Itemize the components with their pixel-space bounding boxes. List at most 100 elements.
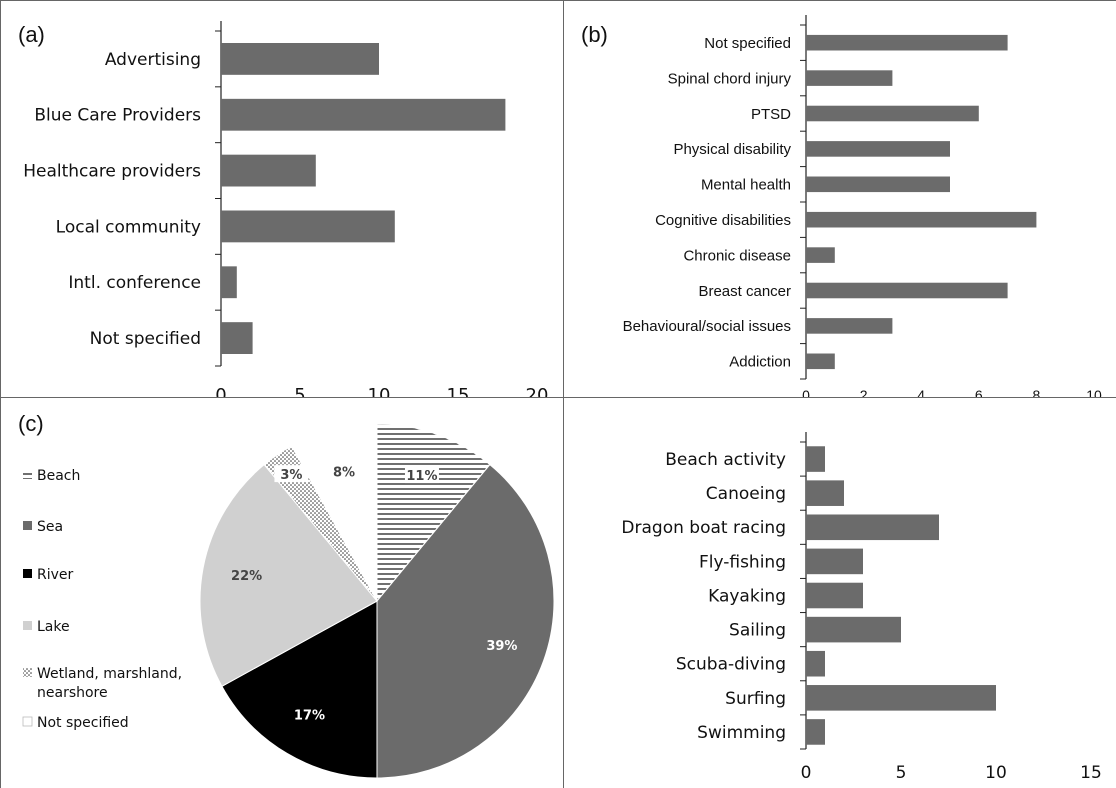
x-tick-label: 15 — [447, 385, 470, 398]
pie-label-bg — [274, 465, 309, 483]
category-label-scuba-diving: Scuba-diving — [676, 655, 786, 675]
bar-blue-care-providers — [221, 98, 506, 131]
category-label-dragon-boat-racing: Dragon boat racing — [621, 518, 786, 538]
panel-label: (b) — [581, 22, 608, 47]
category-label-cognitive-disabilities: Cognitive disabilities — [655, 212, 791, 229]
bar-healthcare-providers — [221, 154, 316, 187]
x-tick-label: 5 — [896, 763, 907, 783]
category-label-healthcare-providers: Healthcare providers — [23, 162, 201, 182]
x-tick-label: 0 — [802, 387, 810, 398]
panel-b-conditions-chart: (b) Not specified Spinal chord injury PTSD P… — [564, 0, 1116, 398]
pie-slice-lake — [199, 463, 378, 687]
bar-canoeing — [806, 480, 844, 506]
category-label-surfing: Surfing — [725, 689, 786, 709]
category-label-mental-health: Mental health — [701, 177, 791, 194]
legend-label-wetland-marshland-nearshore: Wetland, marshland, — [37, 666, 182, 682]
bar-swimming — [806, 719, 825, 745]
pie-label-lake: 22% — [231, 569, 262, 584]
legend-label-beach: Beach — [37, 468, 80, 484]
x-tick-label: 10 — [985, 763, 1007, 783]
panel-c-environment-pie: (c) 11% 39% 17% 22% 3% 8% Beach Sea River Lake Wetl… — [0, 398, 564, 788]
bar-sailing — [806, 616, 901, 643]
pie-label-bg — [404, 466, 439, 484]
bar-beach-activity — [806, 446, 825, 472]
category-label-advertising: Advertising — [105, 50, 201, 70]
bar-kayaking — [806, 582, 863, 609]
frame-left — [0, 0, 1, 788]
x-tick-label: 15 — [1080, 763, 1102, 783]
bar-scuba-diving — [806, 650, 825, 677]
bar-cognitive-disabilities — [806, 211, 1037, 228]
category-label-not-specified: Not specified — [704, 35, 791, 52]
category-label-fly-fishing: Fly-fishing — [699, 552, 786, 572]
x-tick-label: 0 — [215, 385, 226, 398]
pie-slice-river — [221, 600, 378, 779]
bar-not-specified — [806, 34, 1008, 51]
panel-d-activities-chart: Beach activity Canoeing Dragon boat racing… — [564, 398, 1116, 788]
x-tick-label: 4 — [917, 387, 925, 398]
pie-label-wetland-marshland-nearshore: 3% — [280, 468, 302, 483]
bar-local-community — [221, 210, 395, 243]
category-label-ptsd: PTSD — [751, 106, 791, 123]
pie-label-beach: 11% — [406, 469, 437, 484]
category-label-addiction: Addiction — [729, 354, 791, 371]
pie-slice-sea — [376, 463, 555, 779]
panel-a-sources-chart: (a) Advertising Blue Care Providers Healthc… — [0, 0, 564, 398]
chart-b-svg: (b) Not specified Spinal chord injury PTSD P… — [581, 15, 1102, 398]
category-label-behavioural-social-issues: Behavioural/social issues — [623, 318, 791, 335]
x-tick-label: 6 — [975, 387, 983, 398]
category-label-blue-care-providers: Blue Care Providers — [34, 106, 201, 126]
category-label-chronic-disease: Chronic disease — [683, 247, 791, 264]
legend-label-sea: Sea — [37, 519, 63, 535]
chart-a-svg: (a) Advertising Blue Care Providers Healthc… — [18, 21, 548, 398]
bar-addiction — [806, 353, 835, 370]
category-label-not-specified: Not specified — [90, 329, 201, 349]
bar-not-specified — [221, 322, 253, 354]
category-label-sailing: Sailing — [729, 621, 786, 641]
panel-label: (a) — [18, 22, 45, 47]
chart-d-svg: Beach activity Canoeing Dragon boat racing… — [621, 432, 1102, 783]
x-tick-label: 10 — [1086, 387, 1102, 398]
category-label-canoeing: Canoeing — [706, 484, 786, 504]
frame-top — [0, 0, 1116, 1]
category-label-physical-disability: Physical disability — [673, 141, 791, 158]
legend-swatch-river — [23, 569, 32, 578]
legend-label-wetland-marshland-nearshore: nearshore — [37, 685, 108, 701]
x-tick-label: 2 — [860, 387, 868, 398]
pie-label-river: 17% — [294, 708, 325, 723]
category-label-spinal-chord-injury: Spinal chord injury — [668, 70, 792, 87]
bar-fly-fishing — [806, 548, 863, 575]
category-label-breast-cancer: Breast cancer — [698, 283, 791, 300]
pie-slice-not-specified — [291, 423, 378, 602]
category-label-kayaking: Kayaking — [708, 586, 786, 606]
legend-label-not-specified: Not specified — [37, 715, 129, 731]
x-tick-label: 8 — [1033, 387, 1041, 398]
panel-label: (c) — [18, 411, 44, 436]
bar-spinal-chord-injury — [806, 70, 893, 86]
legend-label-lake: Lake — [37, 619, 70, 635]
category-label-intl-conference: Intl. conference — [68, 273, 201, 293]
category-label-local-community: Local community — [56, 217, 201, 237]
horizontal-divider — [0, 397, 1116, 398]
bar-advertising — [221, 43, 379, 75]
x-tick-label: 5 — [294, 385, 305, 398]
category-label-swimming: Swimming — [697, 723, 786, 743]
bar-behavioural-social-issues — [806, 318, 893, 334]
bar-surfing — [806, 685, 996, 711]
legend-swatch-wetland-marshland-nearshore — [23, 668, 32, 677]
bar-physical-disability — [806, 141, 950, 157]
legend-swatch-sea — [23, 521, 32, 530]
bar-mental-health — [806, 176, 950, 193]
bar-chronic-disease — [806, 247, 835, 263]
x-tick-label: 10 — [368, 385, 391, 398]
legend-swatch-lake — [23, 621, 32, 630]
bar-breast-cancer — [806, 282, 1008, 299]
x-tick-label: 0 — [801, 763, 812, 783]
category-label-beach-activity: Beach activity — [665, 450, 786, 470]
bar-ptsd — [806, 105, 979, 122]
chart-c-svg: (c) 11% 39% 17% 22% 3% 8% Beach Sea River Lake Wetl… — [18, 411, 555, 779]
pie-label-sea: 39% — [486, 639, 517, 654]
legend-swatch-not-specified — [22, 716, 33, 727]
bar-dragon-boat-racing — [806, 514, 939, 541]
pie-label-not-specified: 8% — [333, 465, 355, 480]
